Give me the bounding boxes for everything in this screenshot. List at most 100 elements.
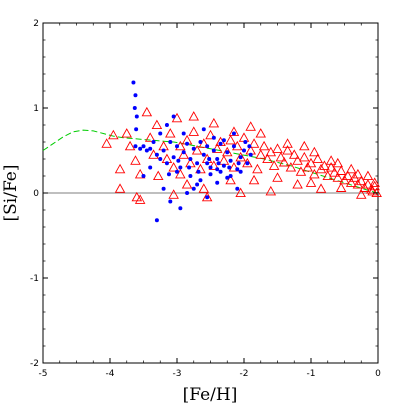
dot-point <box>141 174 146 178</box>
dot-point <box>205 195 210 200</box>
model-line-layer <box>42 129 379 194</box>
dot-point <box>248 152 253 157</box>
triangle-point <box>265 185 277 196</box>
triangle-point <box>315 183 327 193</box>
dot-point <box>242 148 246 153</box>
dot-point <box>228 174 233 178</box>
dot-point <box>201 127 206 132</box>
dot-point <box>195 161 200 166</box>
triangle-point <box>362 179 374 189</box>
x-axis-label: [Fe/H] <box>183 385 238 405</box>
triangle-point <box>165 128 176 138</box>
triangle-point <box>144 132 156 142</box>
dot-point <box>221 138 226 143</box>
triangle-point <box>282 145 293 155</box>
dot-point <box>134 114 139 119</box>
triangle-point <box>305 177 317 187</box>
dot-point <box>178 206 183 211</box>
triangle-point <box>355 189 367 199</box>
dot-point <box>247 144 252 149</box>
x-tick-label: -3 <box>173 369 182 379</box>
x-tick-label: -4 <box>106 369 115 379</box>
triangle-point <box>114 163 126 174</box>
y-axis-label: [Si/Fe] <box>1 164 21 221</box>
dot-point <box>138 146 143 151</box>
triangle-point <box>329 167 340 177</box>
dot-point <box>144 148 149 153</box>
dot-point <box>158 157 163 161</box>
triangle-point <box>309 168 320 179</box>
triangle-point <box>268 160 280 170</box>
dot-point <box>231 131 236 136</box>
dot-point <box>243 140 248 144</box>
dot-point <box>191 146 196 151</box>
triangle-point <box>362 170 374 181</box>
triangle-point <box>315 163 327 174</box>
y-tick-label: 0 <box>33 189 39 199</box>
dot-point <box>158 131 163 136</box>
triangle-point <box>312 153 323 164</box>
triangle-point <box>178 149 189 159</box>
triangle-point <box>288 149 300 159</box>
dot-point <box>175 169 179 174</box>
triangle-point <box>367 185 378 196</box>
triangle-point <box>242 157 253 168</box>
triangle-point <box>292 179 303 189</box>
triangle-point <box>352 168 364 179</box>
triangle-point <box>319 160 330 170</box>
dot-point <box>133 144 138 149</box>
dot-point <box>236 161 241 166</box>
dot-point <box>208 172 213 177</box>
triangle-point <box>131 191 143 202</box>
triangle-point <box>211 143 223 153</box>
dot-point <box>225 175 230 180</box>
dot-point <box>228 158 233 163</box>
triangle-point <box>228 162 240 172</box>
triangle-point <box>332 157 344 168</box>
dot-point <box>154 152 159 157</box>
x-tick-label: 0 <box>375 369 381 379</box>
model-curve-line <box>42 129 379 194</box>
dot-point <box>171 114 176 119</box>
triangle-point <box>205 129 216 140</box>
triangle-point <box>262 153 273 164</box>
triangle-point <box>349 172 360 182</box>
x-tick-label: -5 <box>39 369 48 379</box>
dot-point <box>198 140 203 144</box>
dot-point <box>195 182 200 187</box>
dot-point <box>171 155 176 160</box>
triangle-point <box>188 126 200 136</box>
triangle-point <box>201 191 213 202</box>
triangle-point <box>235 187 246 198</box>
triangle-point <box>151 119 163 130</box>
dot-point <box>176 158 181 163</box>
dot-point <box>161 148 166 153</box>
dot-point <box>218 141 223 146</box>
y-tick-label: -1 <box>30 274 39 284</box>
triangle-point <box>352 179 364 189</box>
data-marks <box>101 80 382 223</box>
triangle-point <box>369 177 380 187</box>
triangle-point <box>275 151 287 162</box>
triangle-point <box>299 151 310 162</box>
triangle-point <box>258 140 270 151</box>
dot-point <box>133 93 138 98</box>
dot-point <box>181 131 186 136</box>
y-tick-label: 2 <box>33 19 39 29</box>
triangle-point <box>342 170 354 181</box>
dot-point <box>211 135 216 140</box>
dot-point <box>245 161 250 166</box>
x-tick-label: -1 <box>307 369 316 379</box>
triangle-point <box>272 172 283 182</box>
triangle-point <box>225 134 236 145</box>
triangle-point <box>221 146 233 157</box>
dot-point <box>196 169 201 174</box>
dot-point <box>132 106 137 110</box>
triangle-point <box>355 175 367 186</box>
dot-point <box>188 157 193 161</box>
dot-point <box>178 165 183 170</box>
triangle-point <box>282 138 293 148</box>
triangle-point <box>248 174 260 185</box>
dot-point <box>148 165 153 170</box>
dot-point <box>131 80 136 85</box>
